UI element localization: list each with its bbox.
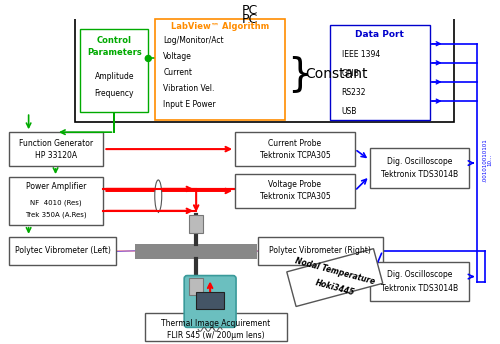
Text: Tektronix TCPA305: Tektronix TCPA305	[260, 151, 330, 160]
Bar	[10, 9, 464, 19]
Text: Frequency: Frequency	[94, 89, 134, 98]
Text: FLIR S45 (w/ 200μm lens): FLIR S45 (w/ 200μm lens)	[168, 331, 265, 340]
Text: Current Probe: Current Probe	[268, 139, 322, 148]
Bar	[80, 29, 148, 112]
Bar	[258, 237, 382, 265]
Bar	[330, 25, 430, 120]
Bar	[189, 278, 203, 295]
Bar	[76, 18, 454, 122]
Bar	[136, 244, 257, 259]
Text: Nodal Temperature: Nodal Temperature	[294, 257, 376, 287]
Bar	[189, 215, 203, 233]
Text: Amplitude: Amplitude	[94, 72, 134, 81]
Text: Dig. Oscilloscope: Dig. Oscilloscope	[387, 157, 452, 165]
Text: Voltage: Voltage	[163, 52, 192, 61]
Text: Hoki3445: Hoki3445	[314, 278, 356, 297]
Text: Vibration Vel.: Vibration Vel.	[163, 84, 214, 93]
Bar	[146, 313, 287, 341]
Text: Current: Current	[163, 68, 192, 77]
Bar	[235, 132, 354, 166]
Text: Tektronix TDS3014B: Tektronix TDS3014B	[381, 284, 458, 293]
Text: USB: USB	[342, 107, 357, 116]
Text: Tektronix TCPA305: Tektronix TCPA305	[260, 192, 330, 201]
Text: Voltage Probe: Voltage Probe	[268, 181, 322, 190]
Text: Data Port: Data Port	[355, 30, 404, 39]
Text: Function Generator: Function Generator	[19, 139, 93, 148]
Bar	[287, 249, 383, 307]
Bar	[196, 291, 224, 310]
Text: Control: Control	[97, 36, 132, 45]
Text: NF  4010 (Res): NF 4010 (Res)	[30, 200, 82, 206]
Text: Polytec Vibrometer (Left): Polytec Vibrometer (Left)	[14, 246, 110, 255]
Text: Input E Power: Input E Power	[163, 100, 216, 109]
Text: LabView™ Algorithm: LabView™ Algorithm	[171, 22, 269, 31]
Text: }: }	[287, 55, 312, 93]
Text: Polytec Vibrometer (Right): Polytec Vibrometer (Right)	[270, 246, 371, 255]
Text: HP 33120A: HP 33120A	[35, 151, 77, 160]
Bar	[8, 177, 104, 225]
Bar	[370, 262, 470, 301]
Bar	[8, 132, 104, 166]
Text: IEEE 1394: IEEE 1394	[342, 50, 380, 59]
Text: Constant: Constant	[305, 67, 368, 82]
Text: GPIB: GPIB	[342, 69, 359, 78]
Bar	[156, 19, 285, 120]
Ellipse shape	[155, 180, 162, 212]
Text: .001010010101
10...: .001010010101 10...	[482, 138, 492, 182]
Text: PC: PC	[242, 4, 258, 17]
Text: RS232: RS232	[342, 88, 366, 97]
Text: PC: PC	[242, 13, 258, 26]
Bar	[235, 174, 354, 208]
Text: Power Amplifier: Power Amplifier	[26, 182, 86, 192]
FancyBboxPatch shape	[184, 276, 236, 327]
Bar	[370, 148, 470, 188]
Text: Dig. Oscilloscope: Dig. Oscilloscope	[387, 270, 452, 279]
Bar	[8, 237, 117, 265]
Circle shape	[146, 55, 152, 62]
Text: Thermal Image Acquirement: Thermal Image Acquirement	[162, 319, 270, 328]
Text: Tektronix TDS3014B: Tektronix TDS3014B	[381, 171, 458, 180]
Text: Log/Monitor/Act: Log/Monitor/Act	[163, 36, 224, 45]
Text: Trek 350A (A.Res): Trek 350A (A.Res)	[25, 212, 87, 218]
Text: Parameters: Parameters	[87, 48, 142, 57]
